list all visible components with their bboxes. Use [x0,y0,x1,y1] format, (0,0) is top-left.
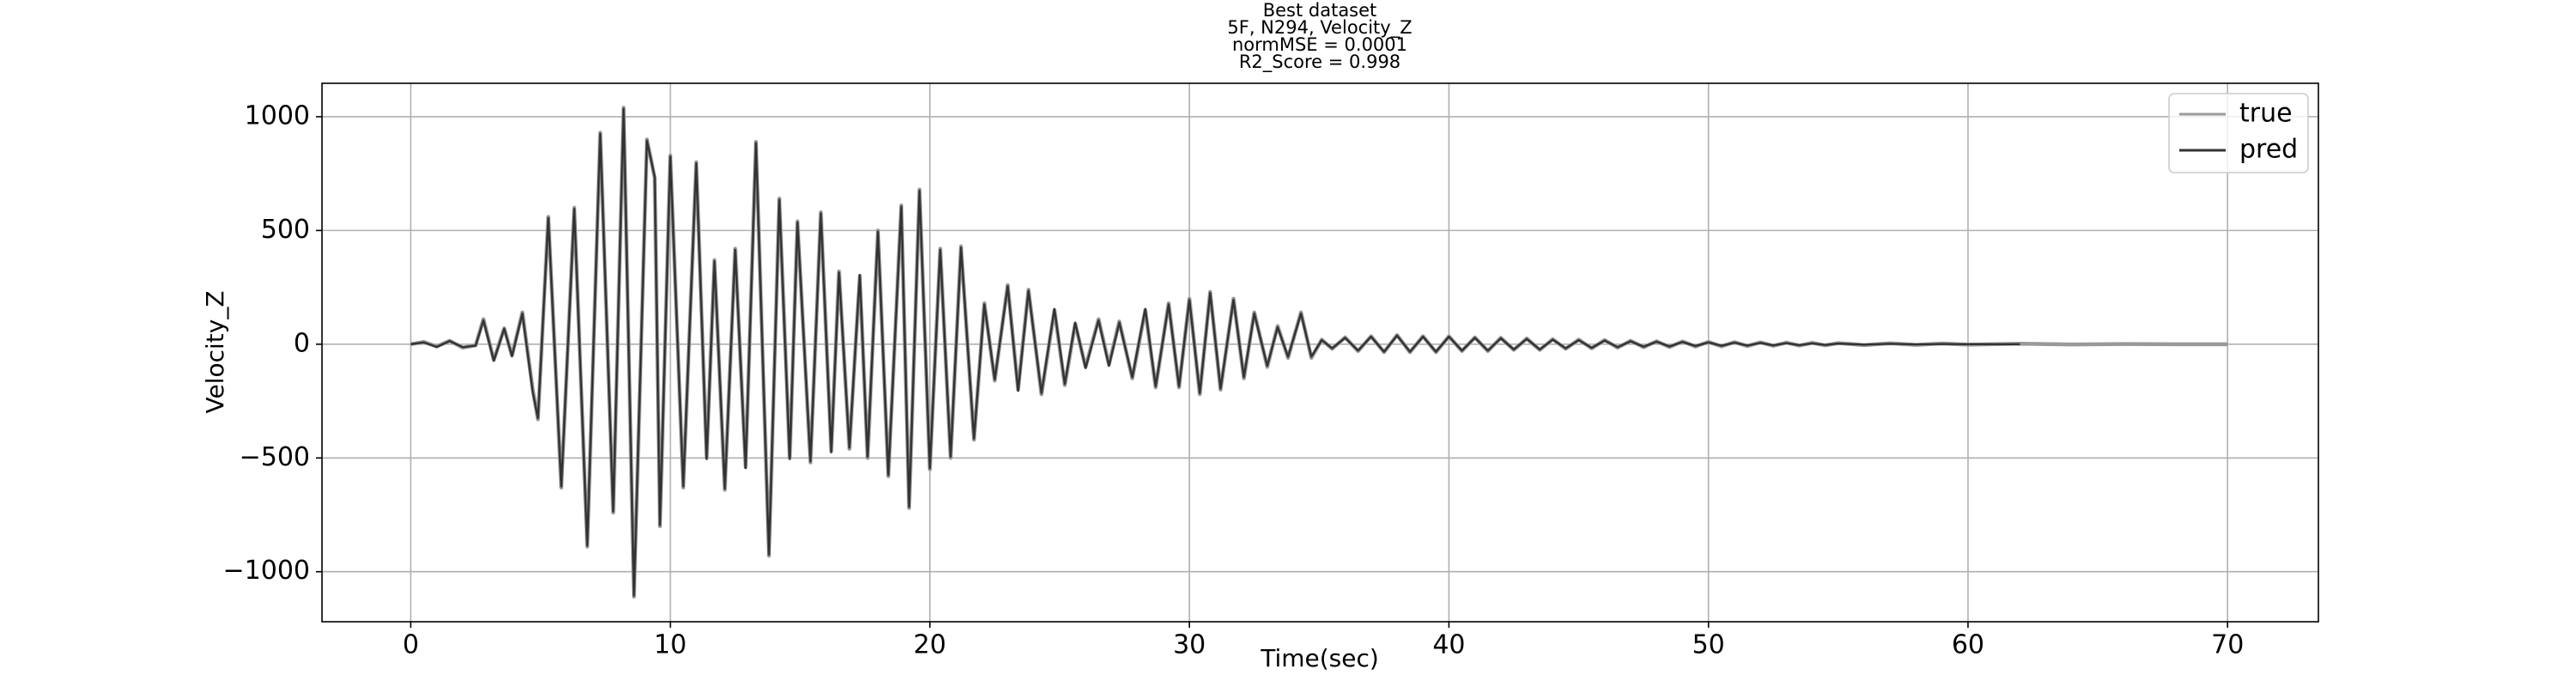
x-tick-label: 60 [1952,630,1984,660]
y-axis-label: Velocity_Z [201,290,229,413]
plot-frame [321,82,2319,623]
x-tick-label: 20 [914,630,946,660]
chart-title: 5F, N294, Velocity_Z [1227,17,1412,39]
legend-label: true [2239,99,2293,129]
chart-title: normMSE = 0.0001 [1232,34,1407,55]
y-tick-label: −500 [240,442,310,472]
y-tick-label: 1000 [245,100,310,131]
x-tick-label: 50 [1692,630,1725,660]
x-tick-label: 40 [1432,630,1465,660]
chart-title: R2_Score = 0.998 [1239,52,1400,73]
data-line [410,107,2020,597]
x-tick-label: 0 [403,630,419,660]
x-axis-label: Time(sec) [1260,644,1379,672]
x-tick-label: 30 [1173,630,1206,660]
y-tick-label: −1000 [223,556,310,586]
x-tick-label: 70 [2211,630,2244,660]
y-tick-label: 500 [261,215,310,245]
legend-label: pred [2239,135,2298,165]
data-line [410,106,2228,599]
chart-title: Best dataset [1263,0,1377,21]
x-tick-label: 10 [654,630,687,660]
y-tick-label: 0 [294,328,310,358]
